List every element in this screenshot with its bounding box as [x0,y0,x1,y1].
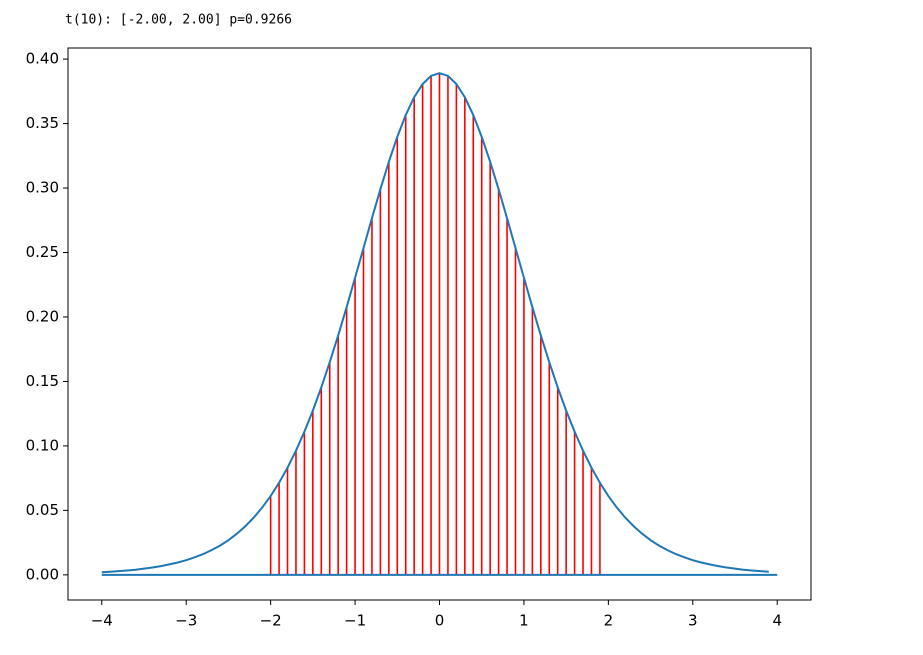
x-tick-label: −4 [91,612,113,630]
x-tick-label: 2 [604,612,614,630]
y-tick-label: 0.00 [26,565,59,583]
line [101,72,769,574]
x-tick-label: 1 [519,612,529,630]
y-tick-label: 0.40 [26,50,59,68]
plot-frame [67,47,812,601]
x-tick-label: 3 [688,612,698,630]
y-tick-label: 0.25 [26,243,59,261]
x-tick-label: −3 [175,612,197,630]
y-tick-label: 0.20 [26,307,59,325]
x-tick-label: 4 [772,612,782,630]
x-tick-label: −2 [260,612,282,630]
y-tick-label: 0.10 [26,436,59,454]
y-tick-label: 0.30 [26,179,59,197]
y-tick-label: 0.35 [26,114,59,132]
y-tick-label: 0.05 [26,501,59,519]
x-tick-label: 0 [435,612,445,630]
x-tick-label: −1 [344,612,366,630]
y-tick-label: 0.15 [26,372,59,390]
chart-title: t(10): [-2.00, 2.00] p=0.9266 [65,13,292,28]
